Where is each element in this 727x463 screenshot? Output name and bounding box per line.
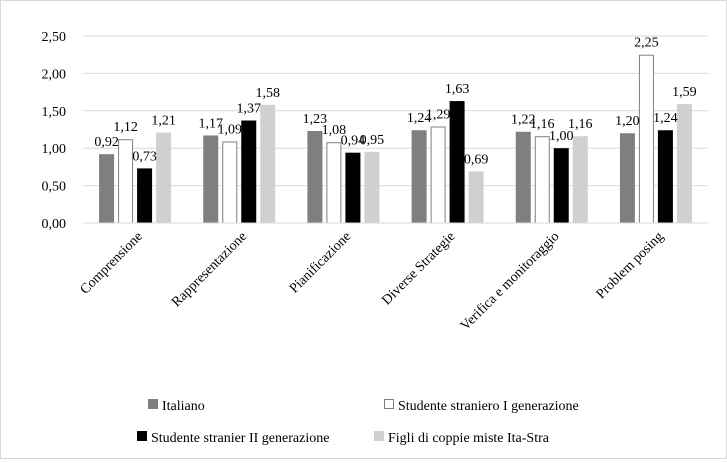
category-label: Comprensione [78,229,146,297]
bar [365,152,379,223]
bar [516,132,530,223]
legend-swatch [385,400,394,409]
bars [100,55,692,223]
data-label: 1,29 [426,108,451,123]
bar [223,142,237,223]
category-label: Verifica e monitoraggio [458,229,563,334]
legend-label: Studente stranier II generazione [151,431,329,446]
bar [119,140,133,223]
bar [157,133,171,223]
legend-label: Studente straniero I generazione [398,399,579,414]
y-tick-label: 0,00 [42,217,67,232]
bar [412,131,426,223]
legend-swatch [138,432,147,441]
bar [242,121,256,223]
category-label: Diverse Strategie [379,229,458,308]
data-label: 0,69 [464,152,489,167]
data-label: 1,16 [568,117,593,132]
bar [431,127,445,223]
bar [677,105,691,223]
data-label: 0,95 [360,133,385,148]
legend-label: Italiano [162,399,205,414]
y-tick-label: 2,00 [42,67,67,82]
data-label: 1,24 [653,111,678,126]
bar [261,105,275,223]
y-tick-label: 1,50 [42,105,67,120]
bar [658,131,672,223]
y-tick-label: 2,50 [42,30,67,45]
data-label: 1,59 [672,85,697,100]
legend: Italiano Studente straniero I generazione… [138,399,579,446]
data-label: 0,92 [94,135,119,150]
bar [469,172,483,223]
bar [554,149,568,223]
bar [327,143,341,223]
legend-swatch [375,432,384,441]
category-label: Pianificazione [287,229,354,296]
category-label: Rappresentazione [169,229,250,310]
category-label: Problem posing [594,229,667,302]
data-label: 1,09 [218,122,243,137]
data-label: 0,73 [132,149,157,164]
data-labels: 0,921,120,731,21 1,171,091,371,581,231,08… [94,36,696,168]
y-tick-label: 0,50 [42,180,67,195]
bar [639,55,653,223]
bar [573,137,587,223]
gridlines [83,36,708,186]
bar [620,134,634,223]
bar [138,169,152,223]
data-label: 1,63 [445,82,470,97]
legend-swatch [149,400,158,409]
data-label: 1,20 [615,114,640,129]
data-label: 1,12 [113,120,138,135]
y-tick-label: 1,00 [42,142,67,157]
legend-label: Figli di coppie miste Ita-Stra [388,431,550,446]
data-label: 1,58 [256,86,281,101]
category-labels: Comprensione Rappresentazione Pianificazio… [78,229,667,334]
bar [308,131,322,223]
bar [100,155,114,223]
data-label: 2,25 [634,36,659,51]
data-label: 1,21 [151,113,176,128]
bar [450,102,464,223]
y-axis-ticks: 0,00 0,50 1,00 1,50 2,00 2,50 [42,30,67,232]
bar [346,153,360,223]
data-label: 1,37 [237,102,262,117]
bar [204,136,218,223]
bar [535,137,549,223]
